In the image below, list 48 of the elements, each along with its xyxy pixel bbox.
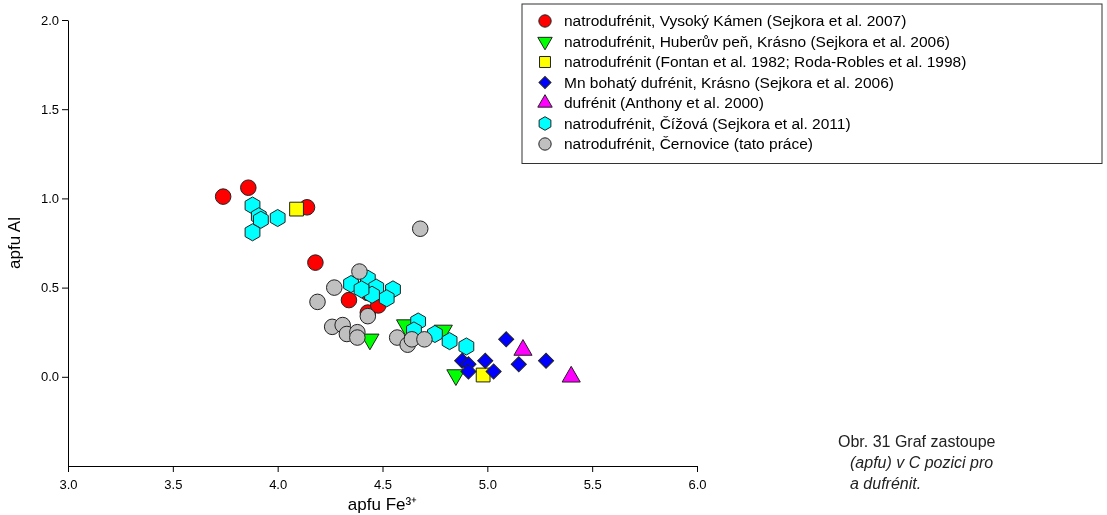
point [307, 254, 324, 271]
point [510, 356, 527, 373]
x-axis-title: apfu Fe³⁺ [347, 495, 418, 514]
point [244, 223, 261, 242]
x-tick-label: 6.0 [688, 477, 707, 493]
point [289, 201, 304, 217]
legend-label: natrodufrénit (Fontan et al. 1982; Roda-Robles et al. 1998) [564, 53, 967, 70]
point [378, 289, 395, 308]
point [309, 293, 326, 311]
y-tick-label: 0.0 [40, 369, 59, 385]
point [411, 220, 429, 237]
x-tick-label: 5.0 [478, 477, 497, 493]
point [537, 352, 555, 369]
point [441, 332, 458, 351]
x-tick-label: 3.0 [59, 477, 78, 493]
point [498, 331, 515, 348]
point [269, 208, 286, 228]
point [353, 280, 370, 299]
text: a dufrénit. [850, 475, 922, 492]
legend-label: natrodufrénit, Vysoký Kámen (Sejkora et al. 2007) [564, 12, 907, 29]
y-tick-label: 1.5 [40, 101, 59, 117]
y-tick-label: 1.0 [40, 191, 59, 207]
point [416, 331, 433, 348]
legend-label: dufrénit (Anthony et al. 2000) [564, 94, 764, 111]
x-tick-label: 4.0 [269, 477, 288, 493]
y-tick-label: 0.5 [40, 280, 59, 296]
x-tick-label: 4.5 [373, 477, 393, 493]
legend-label: natrodufrénit, Huberův peň, Krásno (Sejkora et al. 2006) [564, 32, 951, 50]
y-tick-label: 2.0 [40, 12, 59, 28]
text: Obr. 31 Graf zastoupe [838, 433, 996, 450]
text: (apfu) v C pozici pro [850, 454, 994, 471]
point [458, 337, 475, 356]
point [460, 363, 477, 380]
point [326, 279, 343, 296]
point [349, 329, 366, 346]
x-tick-label: 5.5 [583, 477, 602, 493]
point [340, 291, 358, 309]
point [359, 307, 377, 325]
point [351, 263, 368, 280]
point [477, 352, 494, 369]
x-tick-label: 3.5 [164, 477, 183, 493]
legend-label: Mn bohatý dufrénit, Krásno (Sejkora et al. 2006) [564, 73, 894, 91]
point [485, 363, 502, 380]
y-axis-title: apfu Al [5, 217, 24, 269]
legend-label: natrodufrénit, Černovice (tato práce) [564, 135, 813, 152]
point [214, 188, 232, 205]
point [240, 179, 257, 196]
legend-label: natrodufrénit, Čížová (Sejkora et al. 2011) [564, 114, 851, 132]
